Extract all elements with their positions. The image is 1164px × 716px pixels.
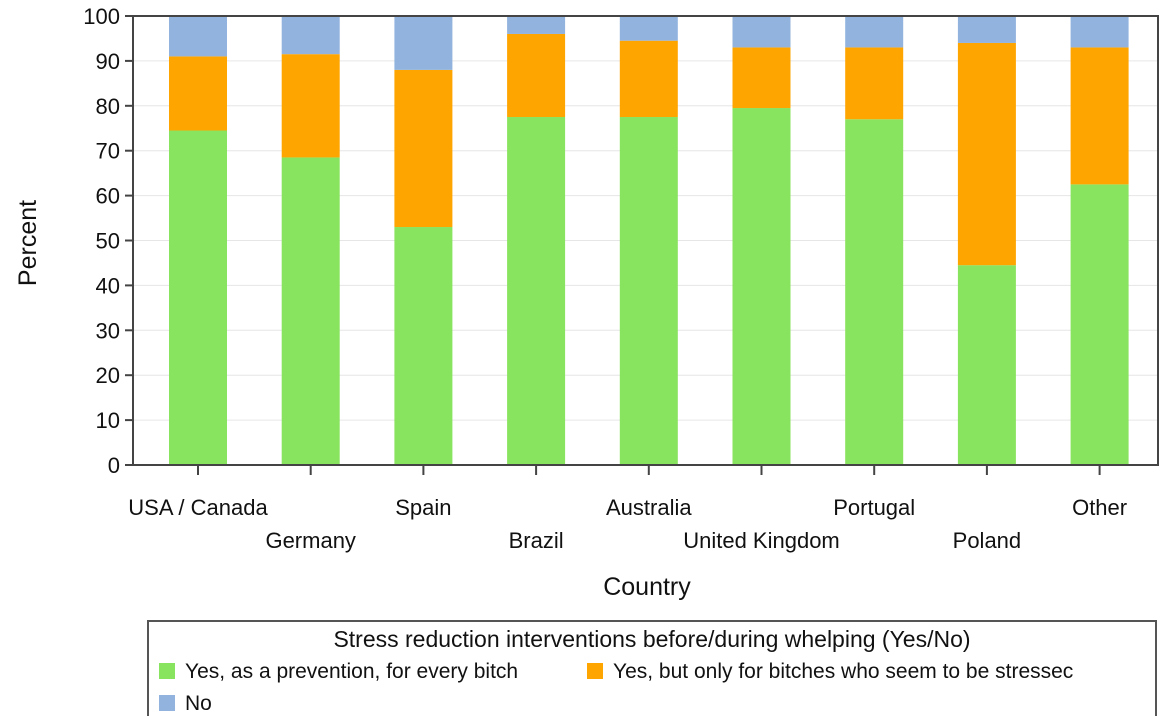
bar-segment [169, 56, 227, 131]
x-tick-label: United Kingdom [683, 528, 840, 553]
bar-segment [507, 117, 566, 466]
x-tick-label: Germany [265, 528, 355, 553]
bar-segment [845, 16, 904, 48]
bar-segment [619, 16, 678, 41]
y-tick-label: 100 [83, 4, 120, 29]
legend-title: Stress reduction interventions before/du… [333, 626, 971, 652]
legend-label-stressed-only: Yes, but only for bitches who seem to be… [613, 660, 1074, 683]
bar-segment [507, 16, 566, 34]
bar-segment [169, 130, 227, 465]
legend-swatch-prevention [159, 663, 175, 679]
bar-segment [281, 54, 340, 158]
y-tick-label: 30 [96, 318, 120, 343]
bar-segment [507, 33, 566, 118]
legend-item-prevention: Yes, as a prevention, for every bitch [159, 660, 518, 684]
y-tick-label: 50 [96, 229, 120, 254]
bar-segment [1070, 16, 1129, 48]
bar-segment [1070, 47, 1129, 185]
x-tick-label: Australia [606, 495, 692, 520]
y-tick-label: 70 [96, 139, 120, 164]
plot-frame [132, 15, 1159, 466]
legend-item-no: No [159, 692, 212, 716]
bar-segment [845, 47, 904, 120]
bar-segment [732, 47, 791, 109]
bar-segment [1070, 184, 1129, 465]
y-tick-label: 80 [96, 94, 120, 119]
bars [169, 16, 1129, 466]
bar-segment [619, 117, 678, 466]
legend: Stress reduction interventions before/du… [147, 620, 1157, 716]
legend-item-stressed-only: Yes, but only for bitches who seem to be… [587, 660, 1073, 684]
bar-segment [394, 69, 453, 228]
bar-segment [281, 157, 340, 465]
bar-segment [957, 16, 1016, 43]
bar-segment [281, 16, 340, 55]
y-tick-label: 60 [96, 184, 120, 209]
y-tick-label: 90 [96, 49, 120, 74]
x-tick-label: Spain [395, 495, 451, 520]
y-axis-title: Percent [14, 200, 42, 286]
x-tick-label: Poland [953, 528, 1022, 553]
bar-segment [619, 40, 678, 118]
y-tick-label: 40 [96, 273, 120, 298]
y-tick-label: 20 [96, 363, 120, 388]
bar-segment [732, 16, 791, 48]
stacked-bar-chart: 0 10 20 30 40 50 60 70 80 90 100 USA / Canada German… [14, 4, 1159, 601]
legend-label-prevention: Yes, as a prevention, for every bitch [185, 660, 519, 683]
bar-segment [732, 108, 791, 466]
legend-label-no: No [185, 692, 212, 715]
bar-segment [957, 42, 1016, 266]
axes: 0 10 20 30 40 50 60 70 80 90 100 USA / Canada German… [83, 4, 1159, 553]
bar-segment [169, 16, 227, 57]
x-tick-label: Portugal [833, 495, 915, 520]
y-tick-label: 0 [108, 453, 120, 478]
bar-segment [394, 16, 453, 70]
bar-segment [394, 227, 453, 465]
legend-swatch-stressed-only [587, 663, 603, 679]
bar-segment [845, 119, 904, 466]
bar-segment [957, 265, 1016, 465]
x-tick-label: Other [1072, 495, 1127, 520]
x-tick-label: Brazil [509, 528, 564, 553]
legend-swatch-no [159, 695, 175, 711]
y-tick-label: 10 [96, 408, 120, 433]
x-axis-title: Country [603, 573, 691, 601]
x-tick-label: USA / Canada [128, 495, 268, 520]
